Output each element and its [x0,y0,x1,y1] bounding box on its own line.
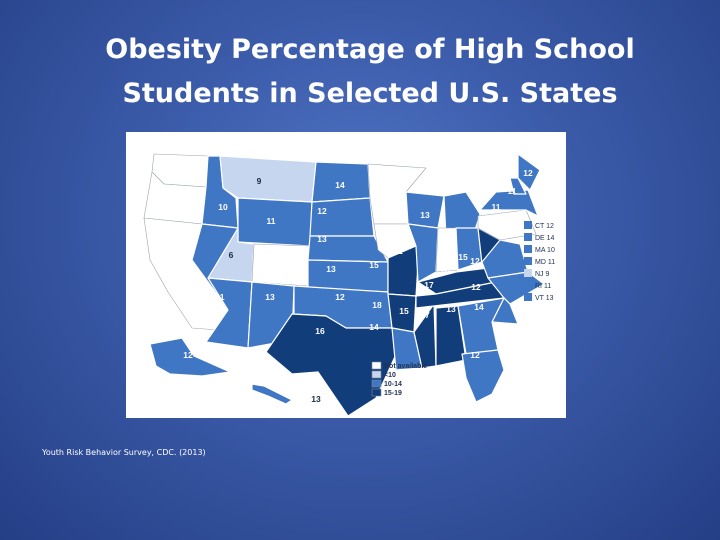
state-value-label-mt: 9 [257,176,262,186]
small-states-legend: CT 12 DE 14 MA 10 MD 11 NJ 9 RI 11 VT 13 [524,221,555,302]
small-state-swatch [524,281,532,289]
legend-swatch [371,388,382,397]
state-value-label-mi: 13 [420,210,430,220]
legend-label: 10-14 [384,381,402,388]
small-state-label: NJ 9 [535,271,550,278]
state-value-label-ks: 13 [326,264,336,274]
legend-swatch [371,379,382,388]
state-value-label-ok: 12 [335,292,345,302]
small-state-swatch [524,233,532,241]
state-sd [309,197,375,237]
small-state-label: MA 10 [535,247,555,254]
state-ny [479,189,539,217]
small-state-label: RI 11 [535,283,551,290]
state-value-label-ny: 11 [492,202,501,212]
state-value-label-id: 10 [218,202,228,212]
state-value-label-fl: 12 [470,350,480,360]
state-value-label-nm: 13 [265,292,275,302]
small-state-swatch [524,269,532,277]
state-value-label-ar: 18 [372,300,382,310]
state-value-label-sd: 12 [317,206,327,216]
legend-label: 15-19 [384,390,402,397]
map-panel: 10 11 9 11 6 11 13 14 12 13 13 12 16 15 18 14 12 12 15 13 18… [126,132,566,418]
state-tx [265,313,399,417]
state-value-label-il: 12 [393,246,403,256]
small-state-label: VT 13 [535,295,554,302]
state-value-label-ms: 15 [399,306,409,316]
state-value-label-wv: 15 [458,252,468,262]
source-citation: Youth Risk Behavior Survey, CDC. (2013) [42,448,206,457]
state-value-label-ak: 12 [183,350,193,360]
state-value-label-wi: 12 [387,206,397,216]
state-value-label-wy: 11 [267,216,276,226]
state-value-label-tx: 16 [315,326,325,336]
state-value-label-ut: 6 [229,250,234,260]
state-value-label-nd: 14 [335,180,345,190]
title-line-1: Obesity Percentage of High School [105,34,635,65]
state-me [517,153,541,191]
legend-label: Not available [384,363,427,370]
state-ak [149,337,231,377]
legend-label: <10 [384,372,396,379]
state-fl [461,349,505,403]
state-az [205,277,253,349]
state-value-label-mo: 15 [369,260,379,270]
state-mt [219,155,317,203]
small-state-label: MD 11 [535,259,555,266]
state-value-label-az: 11 [216,292,225,302]
state-value-label-sc: 14 [474,302,484,312]
legend-swatch [371,370,382,379]
state-value-label-ne: 13 [317,234,327,244]
state-il [407,223,439,283]
map-legend: Not available <10 10-14 15-19 [371,361,427,397]
state-value-label-va: 12 [470,256,480,266]
state-value-label-la: 14 [369,322,379,332]
state-value-label-nv: 11 [189,236,198,246]
legend-swatch [371,361,382,370]
state-value-label-tn: 17 [424,280,434,290]
state-value-label-al: 17 [420,310,430,320]
small-state-label: DE 14 [535,235,555,242]
state-value-label-oh: 13 [440,238,450,248]
title-line-2: Students in Selected U.S. States [122,78,618,109]
state-ga [457,297,505,355]
small-state-swatch [524,257,532,265]
state-co [251,243,311,287]
state-value-label-ga: 13 [446,304,456,314]
state-shapes [143,153,545,417]
state-nh [509,177,527,195]
state-hi [251,383,293,405]
small-state-swatch [524,293,532,301]
small-state-label: CT 12 [535,223,554,230]
state-pa [477,209,537,241]
small-state-swatch [524,221,532,229]
slide-title: Obesity Percentage of High School Studen… [60,28,680,116]
state-mo [387,245,419,297]
state-value-label-nc: 12 [471,282,481,292]
state-value-label-hi: 13 [311,394,321,404]
state-value-label-me: 12 [523,168,533,178]
small-state-swatch [524,245,532,253]
state-value-label-nh: 11 [508,186,517,196]
state-value-label-ky: 18 [440,265,450,275]
